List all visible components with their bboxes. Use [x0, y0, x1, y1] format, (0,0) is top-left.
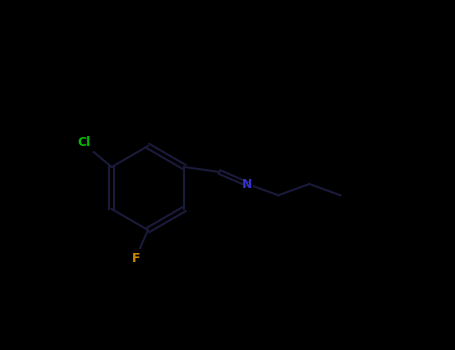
- Text: Cl: Cl: [77, 135, 90, 148]
- Text: F: F: [132, 252, 140, 265]
- Text: N: N: [242, 177, 253, 190]
